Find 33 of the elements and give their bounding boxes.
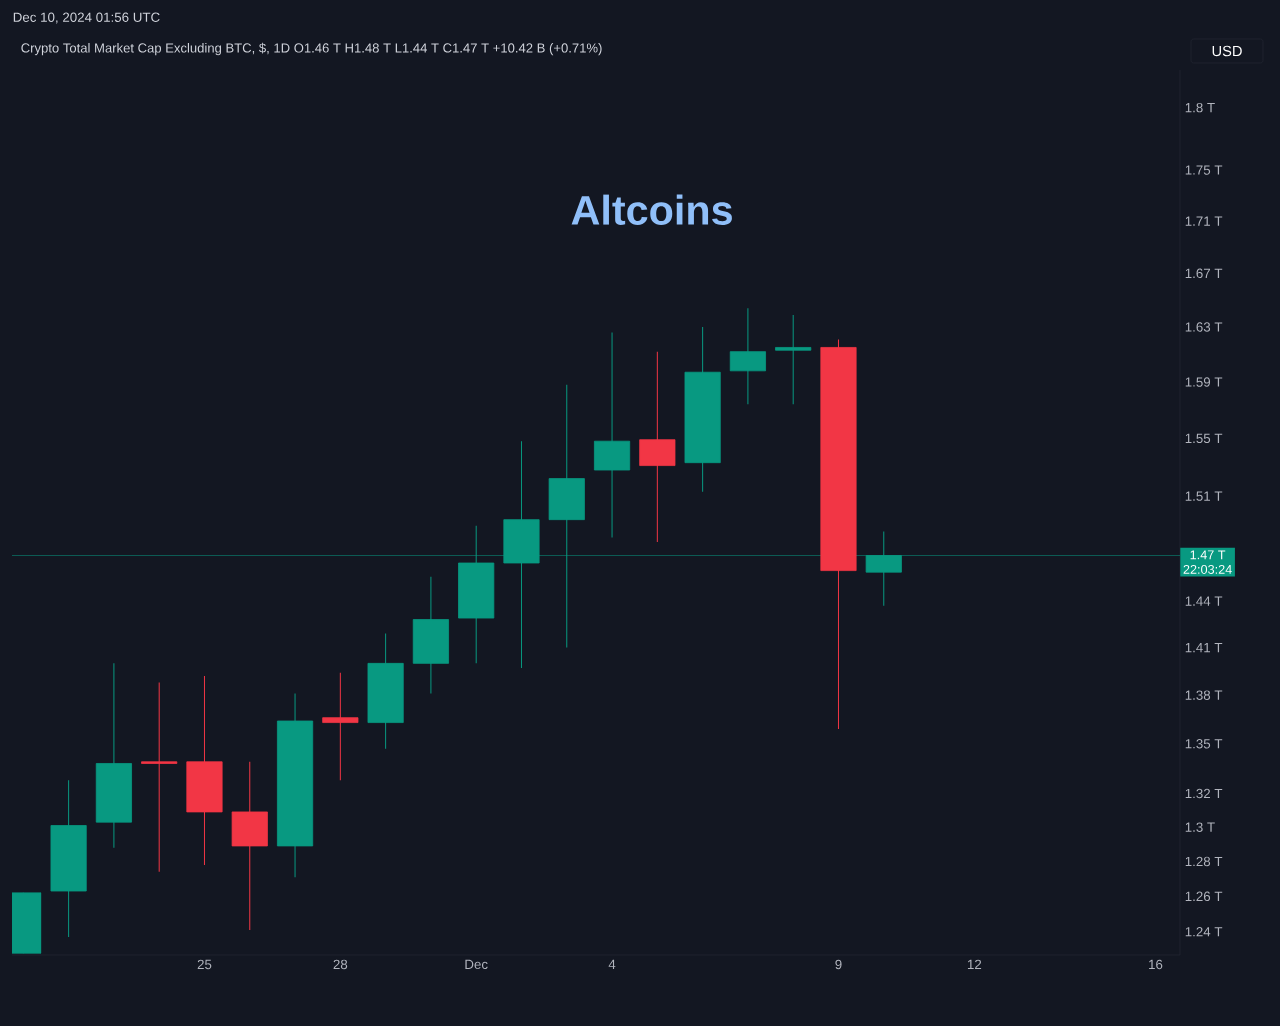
y-tick-label: 1.63 T <box>1185 322 1223 332</box>
x-tick-label: 28 <box>333 959 348 970</box>
y-tick-label: 1.38 T <box>1185 690 1223 700</box>
y-tick-label: 1.44 T <box>1185 596 1223 606</box>
y-tick-label: 1.8 T <box>1185 102 1215 113</box>
text: 22:03:24 <box>1183 564 1232 574</box>
x-tick-label: 4 <box>608 959 616 969</box>
candlestick <box>322 672 359 781</box>
x-tick-label: Dec <box>465 959 488 970</box>
y-tick-label: 1.51 T <box>1185 491 1223 501</box>
y-tick-label: 1.41 T <box>1185 643 1223 653</box>
y-tick-label: 1.28 T <box>1185 856 1223 867</box>
ref-line-label: 1.47 T <box>1190 550 1226 560</box>
y-tick-label: 1.71 T <box>1185 216 1223 226</box>
y-tick-label: 1.35 T <box>1185 739 1223 749</box>
y-tick-label: 1.32 T <box>1185 788 1223 799</box>
text: USD <box>1212 45 1242 57</box>
y-tick-label: 1.67 T <box>1185 268 1223 279</box>
candlestick <box>141 681 178 873</box>
chart-subtitle: Crypto Total Market Cap Excluding BTC, $, 1D O1.46 T H1.48 T L1.44 T C1.47 T +10.42 B (+0.71%) <box>21 42 602 56</box>
y-tick-label: 1.26 T <box>1185 891 1223 902</box>
x-tick-label: 16 <box>1149 959 1163 970</box>
y-tick-label: 1.3 T <box>1185 822 1215 832</box>
x-tick-label: 25 <box>197 959 212 970</box>
y-tick-label: 1.55 T <box>1185 433 1223 444</box>
x-tick-label: 9 <box>835 959 842 970</box>
y-tick-label: 1.59 T <box>1185 377 1223 387</box>
text: Altcoins <box>571 194 732 225</box>
candlestick <box>775 314 812 405</box>
text: Dec 10, 2024 01:56 UTC <box>13 12 160 24</box>
y-tick-label: 1.75 T <box>1185 165 1223 175</box>
x-tick-label: 12 <box>967 959 982 970</box>
y-tick-label: 1.24 T <box>1185 927 1223 937</box>
